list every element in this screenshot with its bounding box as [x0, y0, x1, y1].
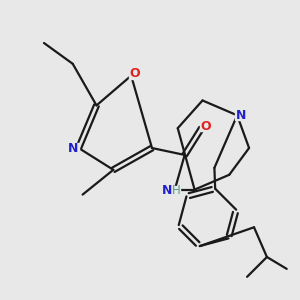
Text: O: O	[200, 120, 211, 133]
Bar	[129, 69, 141, 79]
Bar	[235, 110, 247, 120]
Text: N: N	[236, 109, 246, 122]
Bar	[200, 121, 211, 131]
Text: N: N	[162, 184, 172, 197]
Bar	[160, 186, 180, 197]
Text: H: H	[171, 184, 180, 197]
Text: O: O	[130, 67, 140, 80]
Bar	[67, 143, 79, 153]
Text: N: N	[68, 142, 78, 154]
